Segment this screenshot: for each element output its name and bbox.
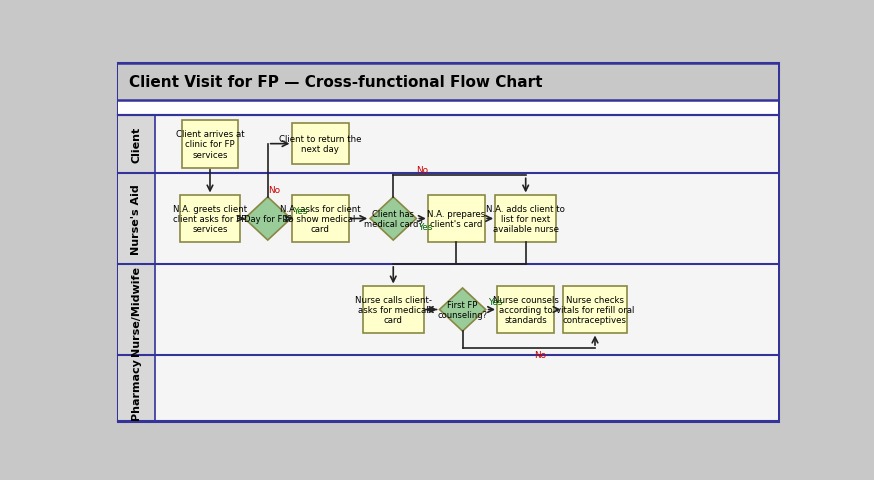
FancyBboxPatch shape	[118, 355, 778, 421]
Polygon shape	[371, 198, 416, 240]
FancyBboxPatch shape	[292, 124, 349, 165]
Text: Yes: Yes	[293, 207, 308, 216]
Text: First FP
counseling?: First FP counseling?	[438, 300, 488, 320]
Text: Day for FP?: Day for FP?	[244, 215, 292, 224]
FancyBboxPatch shape	[118, 265, 155, 355]
FancyBboxPatch shape	[563, 286, 628, 334]
FancyBboxPatch shape	[292, 195, 349, 243]
Text: N.A. greets client
client asks for FP
services: N.A. greets client client asks for FP se…	[173, 204, 247, 234]
Text: Nurse counsels
according to
standards: Nurse counsels according to standards	[493, 295, 558, 325]
Polygon shape	[440, 288, 486, 331]
Text: No: No	[416, 166, 428, 174]
FancyBboxPatch shape	[428, 195, 485, 243]
Text: Yes: Yes	[419, 222, 433, 231]
FancyBboxPatch shape	[497, 286, 554, 334]
Text: N.A. prepares
client's card: N.A. prepares client's card	[427, 209, 486, 229]
FancyBboxPatch shape	[118, 173, 778, 265]
FancyBboxPatch shape	[118, 116, 778, 173]
Polygon shape	[245, 198, 291, 240]
FancyBboxPatch shape	[363, 286, 424, 334]
Text: Client has
medical card?: Client has medical card?	[364, 209, 423, 229]
FancyBboxPatch shape	[496, 195, 556, 243]
FancyBboxPatch shape	[182, 120, 239, 168]
FancyBboxPatch shape	[118, 64, 778, 421]
FancyBboxPatch shape	[179, 195, 240, 243]
FancyBboxPatch shape	[118, 355, 155, 421]
Text: Pharmacy: Pharmacy	[131, 357, 141, 419]
Text: Yes: Yes	[489, 298, 503, 307]
Text: Nurse/Midwife: Nurse/Midwife	[131, 265, 141, 355]
Text: No: No	[267, 185, 280, 194]
Text: Client Visit for FP — Cross-functional Flow Chart: Client Visit for FP — Cross-functional F…	[129, 75, 543, 90]
Text: Nurse's Aid: Nurse's Aid	[131, 184, 141, 254]
Text: Nurse calls client-
asks for medical
card: Nurse calls client- asks for medical car…	[355, 295, 432, 325]
FancyBboxPatch shape	[118, 265, 778, 355]
Text: N.A. adds client to
list for next
available nurse: N.A. adds client to list for next availa…	[486, 204, 565, 234]
Text: Client to return the
next day: Client to return the next day	[279, 135, 361, 154]
FancyBboxPatch shape	[118, 64, 778, 101]
FancyBboxPatch shape	[118, 173, 155, 265]
Text: N.A. asks for client
to show medical
card: N.A. asks for client to show medical car…	[280, 204, 360, 234]
Text: No: No	[534, 351, 546, 360]
Text: Nurse checks
vitals for refill oral
contraceptives: Nurse checks vitals for refill oral cont…	[556, 295, 635, 325]
Text: Client arrives at
clinic for FP
services: Client arrives at clinic for FP services	[176, 130, 245, 159]
FancyBboxPatch shape	[118, 116, 155, 173]
FancyBboxPatch shape	[118, 101, 778, 116]
Text: Client: Client	[131, 126, 141, 162]
